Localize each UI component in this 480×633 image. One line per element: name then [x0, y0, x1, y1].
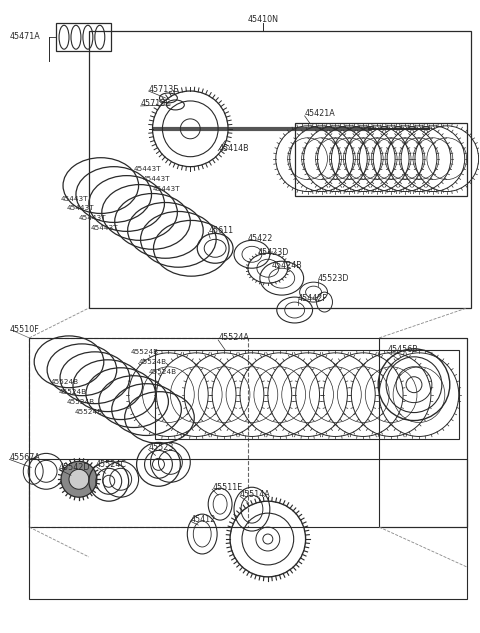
Bar — [89, 31, 471, 308]
Text: 45524B: 45524B — [67, 399, 95, 404]
Text: 45443T: 45443T — [67, 206, 95, 211]
Text: 45524C: 45524C — [96, 460, 127, 469]
Text: 45611: 45611 — [208, 226, 233, 235]
Bar — [56, 23, 111, 51]
Text: 45471A: 45471A — [9, 32, 40, 41]
Text: 45443T: 45443T — [61, 196, 88, 201]
Text: 45523D: 45523D — [318, 273, 349, 283]
Text: 45443T: 45443T — [133, 166, 161, 172]
Text: 45524B: 45524B — [59, 389, 87, 394]
Bar — [295, 123, 467, 196]
Bar — [379, 338, 467, 527]
Text: 45443T: 45443T — [79, 215, 107, 222]
Text: 45524B: 45524B — [75, 408, 103, 415]
Bar — [156, 350, 459, 439]
Text: 45524B: 45524B — [139, 359, 167, 365]
Text: 45524A: 45524A — [218, 334, 249, 342]
Text: 45510F: 45510F — [9, 325, 39, 334]
Text: 45511E: 45511E — [212, 483, 242, 492]
Text: 45567A: 45567A — [9, 453, 40, 462]
Text: 45524B: 45524B — [51, 379, 79, 385]
Text: 45713E: 45713E — [141, 99, 171, 108]
Text: 45713E: 45713E — [148, 84, 179, 94]
Text: 45523: 45523 — [148, 443, 174, 452]
Text: 45414B: 45414B — [218, 144, 249, 153]
Text: 45443T: 45443T — [91, 225, 119, 232]
Text: 45422: 45422 — [248, 234, 273, 243]
Text: 45421A: 45421A — [305, 110, 336, 118]
Text: 45443T: 45443T — [153, 185, 180, 192]
Bar — [29, 338, 467, 527]
Text: 45524B: 45524B — [148, 369, 177, 375]
Ellipse shape — [61, 461, 97, 497]
Text: 45542D: 45542D — [59, 463, 91, 472]
Text: 45443T: 45443T — [143, 175, 170, 182]
Text: 45456B: 45456B — [387, 346, 418, 354]
Text: 45410N: 45410N — [247, 15, 278, 24]
Text: 45514A: 45514A — [240, 490, 271, 499]
Text: 45524B: 45524B — [131, 349, 159, 355]
Text: 45442F: 45442F — [298, 294, 327, 303]
Bar — [29, 338, 248, 527]
Text: 45424B: 45424B — [272, 261, 302, 270]
Text: 45423D: 45423D — [258, 248, 289, 257]
Text: 45412: 45412 — [190, 515, 216, 523]
Bar — [29, 460, 467, 599]
Ellipse shape — [69, 469, 89, 489]
